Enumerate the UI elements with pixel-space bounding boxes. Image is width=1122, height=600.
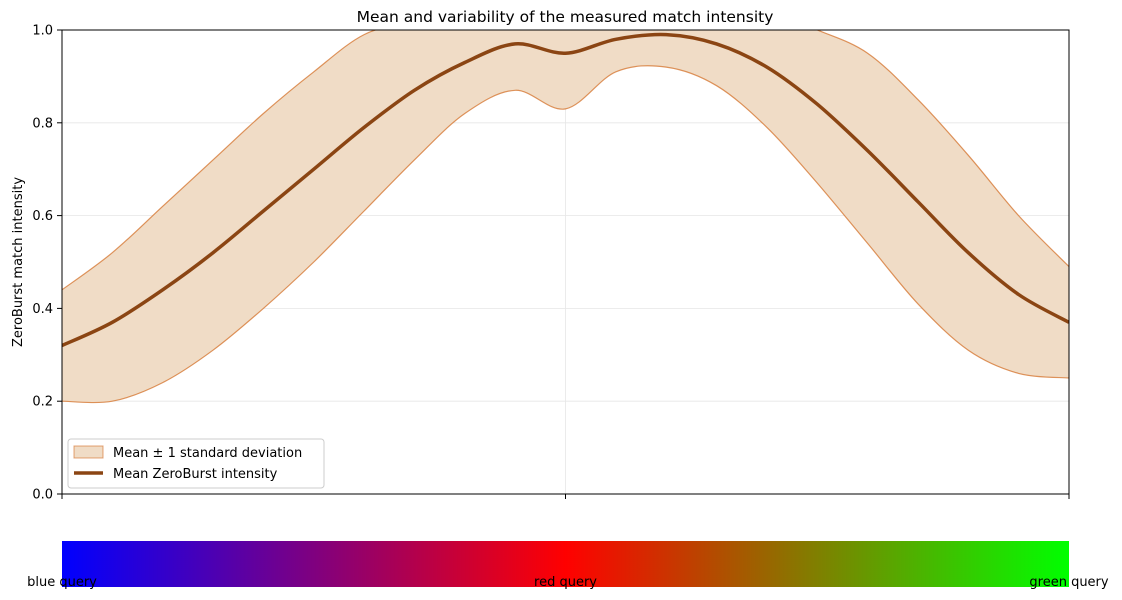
axes: 0.0 0.2 0.4 0.6 0.8 1.0 xyxy=(32,24,1070,503)
y-tick-label: 1.0 xyxy=(32,24,53,39)
y-tick-label: 0.2 xyxy=(32,395,53,410)
std-band-upper xyxy=(62,30,1069,291)
y-axis-label: ZeroBurst match intensity xyxy=(11,177,26,347)
query-colorbar: blue query red query green query xyxy=(27,541,1109,590)
y-tick-label: 0.8 xyxy=(32,116,53,131)
y-tick-label: 0.0 xyxy=(32,488,53,503)
legend-box xyxy=(67,438,325,489)
y-tick-label: 0.4 xyxy=(32,302,53,317)
legend-line-label: Mean ZeroBurst intensity xyxy=(113,467,278,482)
legend-band-label: Mean ± 1 standard deviation xyxy=(113,446,302,461)
colorbar-label: red query xyxy=(534,575,597,590)
std-band-lower xyxy=(62,65,1069,404)
std-band-fill xyxy=(62,30,1069,403)
plot-area xyxy=(62,30,1069,404)
legend: Mean ± 1 standard deviation Mean ZeroBur… xyxy=(67,438,325,489)
query-gradient-bar xyxy=(62,541,1069,587)
colorbar-label: green query xyxy=(1029,575,1109,590)
y-tick-label: 0.6 xyxy=(32,209,53,224)
mean-line xyxy=(62,32,1069,348)
legend-band-swatch xyxy=(73,445,104,459)
colorbar-label: blue query xyxy=(27,575,97,590)
chart-title: Mean and variability of the measured mat… xyxy=(357,8,774,26)
